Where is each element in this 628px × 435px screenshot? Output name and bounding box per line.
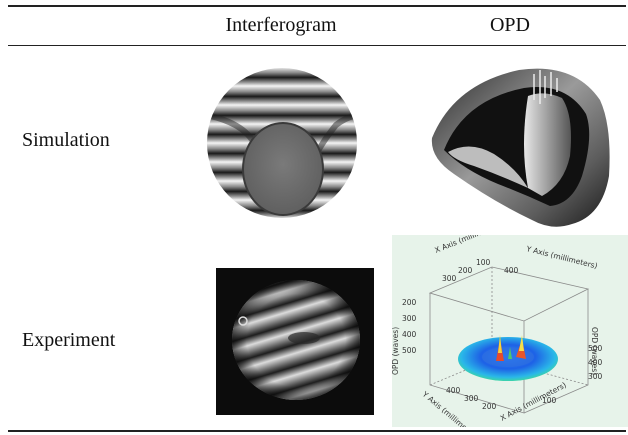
bottom-tick-3: 200 bbox=[482, 402, 497, 411]
z-axis-title-right: OPD (waves) bbox=[590, 327, 599, 375]
simulation-interferogram-image bbox=[206, 67, 358, 219]
bottom-tick-4: 100 bbox=[542, 396, 557, 405]
top-tick-2: 200 bbox=[458, 266, 473, 275]
z-tick-3: 400 bbox=[402, 330, 417, 339]
table-bottom-rule bbox=[8, 430, 626, 432]
row-label-simulation: Simulation bbox=[22, 129, 110, 151]
column-header-interferogram: Interferogram bbox=[225, 14, 337, 36]
z-axis-title: OPD (waves) bbox=[392, 327, 400, 375]
top-tick-4: 400 bbox=[504, 266, 519, 275]
experiment-interferogram-image bbox=[216, 268, 374, 415]
table-top-rule bbox=[8, 5, 626, 7]
right-tick-1: 500 bbox=[588, 344, 603, 353]
right-tick-3: 300 bbox=[588, 372, 603, 381]
z-tick-2: 300 bbox=[402, 314, 417, 323]
top-tick-1: 100 bbox=[476, 258, 491, 267]
bottom-tick-2: 300 bbox=[464, 394, 479, 403]
top-tick-3: 300 bbox=[442, 274, 457, 283]
header-rule bbox=[8, 45, 626, 46]
z-tick-4: 500 bbox=[402, 346, 417, 355]
bottom-tick-1: 400 bbox=[446, 386, 461, 395]
experiment-opd-3d-plot: X Axis (millimeters) Y Axis (millimeters… bbox=[392, 235, 628, 427]
z-tick-1: 200 bbox=[402, 298, 417, 307]
row-label-experiment: Experiment bbox=[22, 329, 116, 351]
column-header-opd: OPD bbox=[489, 14, 530, 36]
right-tick-2: 400 bbox=[588, 358, 603, 367]
simulation-opd-surface-image bbox=[424, 56, 614, 236]
